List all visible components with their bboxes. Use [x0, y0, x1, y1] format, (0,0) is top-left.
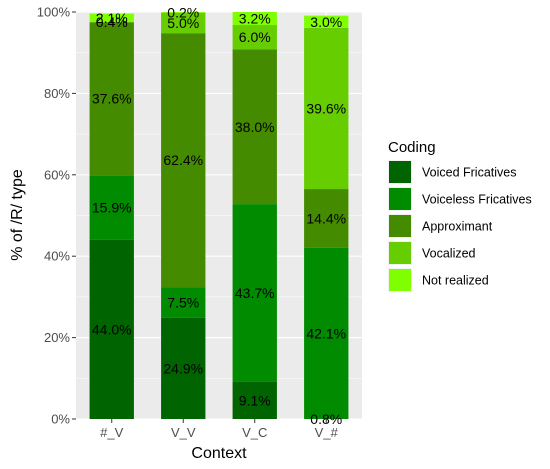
bar-segment	[161, 12, 206, 13]
legend-label: Not realized	[422, 274, 489, 288]
data-label: 5.0%	[167, 15, 199, 31]
data-label: 3.0%	[310, 14, 342, 30]
y-axis: 0% 20% 40% 60% 80% 100%	[37, 5, 76, 427]
bar-segment	[232, 25, 277, 50]
data-label: 7.5%	[167, 294, 199, 310]
data-labels: 44.0% 15.9% 37.6% 0.4%2.1% 24.9% 7.5% 62.4% 5.0…	[92, 4, 346, 427]
data-label: 39.6%	[306, 100, 346, 116]
x-tick-label: V_C	[242, 425, 267, 440]
legend-items: Voiced Fricatives Voiceless Fricatives App…	[388, 160, 532, 292]
x-tick-label: #_V	[100, 425, 123, 440]
data-label: 42.1%	[306, 325, 346, 341]
bar-segment	[232, 381, 277, 419]
x-tick-label: V_V	[171, 425, 196, 440]
x-axis: #_V V_V V_C V_#	[100, 419, 339, 440]
data-label: 0.4%	[96, 14, 128, 30]
legend-key	[389, 215, 411, 237]
bar-segment	[161, 12, 206, 34]
data-label: 43.7%	[235, 285, 275, 301]
bar-segment	[304, 27, 349, 190]
x-axis-title: Context	[191, 445, 247, 462]
data-label: 44.0%	[92, 321, 132, 337]
data-label: 0.2%	[167, 4, 199, 20]
y-tick-label: 40%	[44, 249, 70, 264]
bar-segment	[232, 12, 277, 26]
legend-label: Voiced Fricatives	[422, 166, 516, 180]
y-tick-label: 100%	[37, 5, 71, 20]
bar-segment	[89, 22, 134, 176]
legend-label: Voiceless Fricatives	[422, 193, 532, 207]
bar-segment	[161, 317, 206, 419]
legend-label: Approximant	[422, 220, 493, 234]
data-label: 2.1%	[96, 10, 128, 26]
y-tick-label: 20%	[44, 330, 70, 345]
legend-label: Vocalized	[422, 247, 476, 261]
legend-title: Coding	[388, 139, 436, 156]
data-label: 38.0%	[235, 119, 275, 135]
bar-segment	[89, 13, 134, 23]
y-tick-label: 80%	[44, 86, 70, 101]
x-tick-label: V_#	[315, 425, 339, 440]
bar-segment	[232, 49, 277, 205]
bars	[89, 12, 349, 419]
legend-key	[389, 269, 411, 291]
data-label: 6.0%	[239, 29, 271, 45]
bar-segment	[304, 15, 349, 28]
legend: Coding Voiced Fricatives Voiceless Fricat…	[388, 139, 532, 292]
bar-segment	[304, 247, 349, 419]
data-label: 15.9%	[92, 200, 132, 216]
bar-segment	[89, 239, 134, 419]
data-label: 3.2%	[239, 11, 271, 27]
data-label: 9.1%	[239, 392, 271, 408]
bar-segment	[304, 189, 349, 248]
bar-segment	[161, 33, 206, 288]
y-axis-title: % of /R/ type	[9, 169, 26, 261]
y-tick-label: 60%	[44, 167, 70, 182]
bar-segment	[161, 287, 206, 318]
legend-key	[389, 242, 411, 264]
y-tick-label: 0%	[51, 412, 70, 427]
data-label: 62.4%	[163, 152, 203, 168]
data-label: 37.6%	[92, 91, 132, 107]
bar-segment	[232, 204, 277, 382]
bar-segment	[89, 175, 134, 240]
legend-key	[389, 188, 411, 210]
data-label: 24.9%	[163, 360, 203, 376]
data-label: 14.4%	[306, 210, 346, 226]
legend-key	[389, 161, 411, 183]
